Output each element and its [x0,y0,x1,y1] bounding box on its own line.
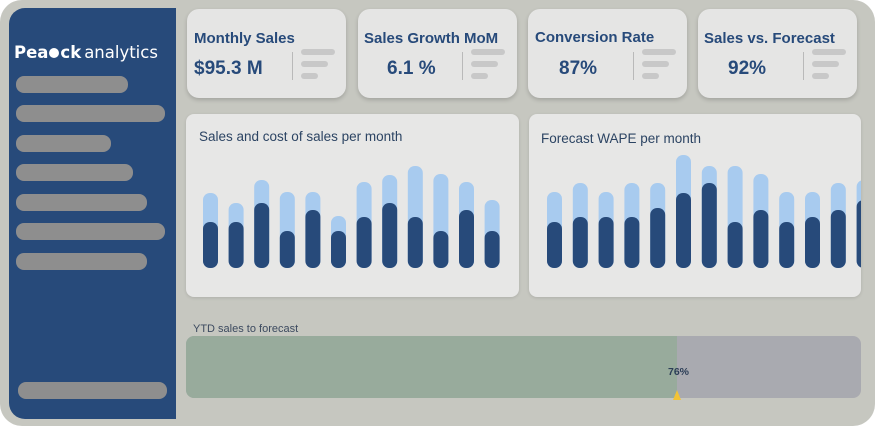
sales-cost-chart-panel[interactable]: Sales and cost of sales per month [186,114,519,297]
bar-series-2 [279,231,295,268]
bar-series-2 [624,217,640,268]
kpi-card-sales-growth[interactable]: Sales Growth MoM 6.1 % [358,9,517,98]
chart-title: Forecast WAPE per month [541,131,702,146]
chart-title: Sales and cost of sales per month [199,129,403,144]
bar-series-2 [547,222,562,268]
kpi-sparkline-icon [812,61,839,67]
kpi-value: $95.3 M [194,58,263,79]
bar-series-2 [305,210,321,268]
bar-series-2 [228,222,244,268]
ytd-progress-percent: 76% [668,366,690,378]
bar-series-2 [753,210,769,268]
kpi-divider [633,52,634,80]
bar-series-2 [407,217,423,268]
kpi-title: Sales Growth MoM [364,30,499,47]
kpi-sparkline-icon [471,49,505,55]
sidebar-nav-item[interactable] [16,76,128,93]
sidebar: Pea ck analytics [9,8,176,419]
sidebar-nav-item[interactable] [16,135,111,152]
kpi-sparkline-icon [642,49,676,55]
ytd-marker-icon [673,390,681,400]
bar-series-2 [856,200,861,268]
kpi-sparkline-icon [301,61,328,67]
kpi-sparkline-icon [812,73,829,79]
bar-series-2 [676,193,691,268]
bar-series-2 [650,208,666,268]
bar-series-2 [356,217,372,268]
bar-series-2 [572,217,588,268]
ytd-label: YTD sales to forecast [193,323,299,335]
bar-series-2 [701,183,717,268]
bar-series-2 [484,231,500,268]
bar-series-2 [779,222,795,268]
bar-series-2 [459,210,474,268]
sidebar-nav-item[interactable] [16,164,133,181]
brand-name-end: ck [60,43,82,62]
ytd-progress-fill [186,336,677,398]
kpi-divider [462,52,463,80]
sidebar-nav-item[interactable] [16,223,165,240]
kpi-sparkline-icon [812,49,846,55]
sales-cost-bar-chart [203,166,500,268]
kpi-divider [803,52,804,80]
kpi-value: 87% [559,58,598,79]
bar-series-2 [805,217,820,268]
kpi-sparkline-icon [301,49,335,55]
brand-name-start: Pea [14,43,49,62]
bar-series-2 [203,222,218,268]
brand-logo[interactable]: Pea ck analytics [14,43,158,62]
kpi-divider [292,52,293,80]
kpi-title: Monthly Sales [194,30,295,47]
wape-chart-panel[interactable]: Forecast WAPE per month [529,114,861,297]
bar-series-2 [433,231,449,268]
sidebar-nav-item[interactable] [16,253,147,270]
sidebar-nav-item[interactable] [16,105,165,122]
bar-series-2 [727,222,743,268]
sidebar-footer-item[interactable] [18,382,167,399]
kpi-card-conversion-rate[interactable]: Conversion Rate 87% [528,9,687,98]
kpi-sparkline-icon [471,73,488,79]
brand-o-icon [49,48,60,58]
kpi-sparkline-icon [642,73,659,79]
brand-suffix: analytics [84,43,158,62]
bar-series-2 [598,217,614,268]
kpi-title: Sales vs. Forecast [704,30,835,47]
bar-series-2 [830,210,846,268]
kpi-card-sales-vs-forecast[interactable]: Sales vs. Forecast 92% [698,9,857,98]
kpi-sparkline-icon [642,61,669,67]
kpi-value: 6.1 % [387,58,436,79]
bar-series-2 [254,203,270,268]
ytd-progress-bar: 76% [186,336,861,398]
kpi-sparkline-icon [301,73,318,79]
kpi-sparkline-icon [471,61,498,67]
kpi-value: 92% [728,58,767,79]
wape-bar-chart [547,155,861,268]
kpi-card-monthly-sales[interactable]: Monthly Sales $95.3 M [187,9,346,98]
bar-series-2 [382,203,398,268]
sidebar-nav-item[interactable] [16,194,147,211]
bar-series-2 [331,231,346,268]
kpi-title: Conversion Rate [535,29,655,46]
